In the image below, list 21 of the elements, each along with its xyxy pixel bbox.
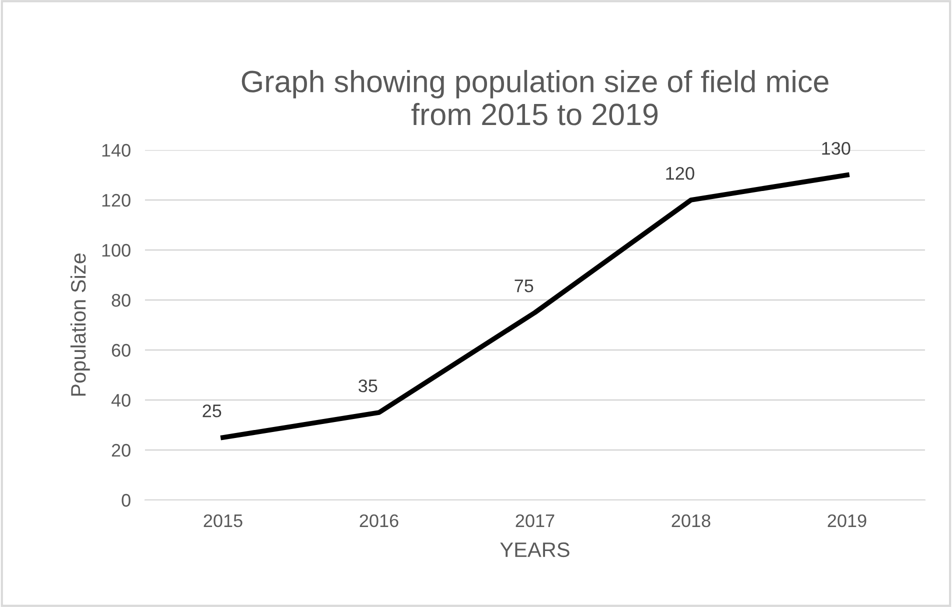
y-tick-label: 100 [102, 244, 130, 257]
x-axis-title: YEARS [500, 542, 570, 558]
x-tick-label: 2018 [672, 514, 710, 528]
x-tick-label: 2015 [204, 514, 242, 528]
y-axis-title: Population Size [70, 254, 90, 396]
x-tick-label: 2016 [360, 514, 398, 528]
chart-title: Graph showing population size of field mice from 2015 to 2019 [242, 70, 828, 126]
y-tick-label: 140 [102, 144, 130, 157]
y-tick-label: 0 [122, 494, 130, 507]
x-tick-label: 2019 [828, 514, 866, 528]
y-tick-label: 80 [112, 294, 130, 307]
x-tick-label: 2017 [516, 514, 554, 528]
y-tick-label: 20 [112, 444, 130, 457]
data-label: 75 [514, 280, 534, 292]
data-label: 130 [822, 142, 850, 155]
y-tick-label: 60 [112, 344, 130, 357]
y-tick-label: 120 [102, 194, 130, 207]
data-label: 25 [202, 404, 222, 418]
y-tick-label: 40 [111, 394, 130, 407]
data-label: 120 [666, 166, 694, 180]
data-label: 35 [358, 379, 378, 392]
